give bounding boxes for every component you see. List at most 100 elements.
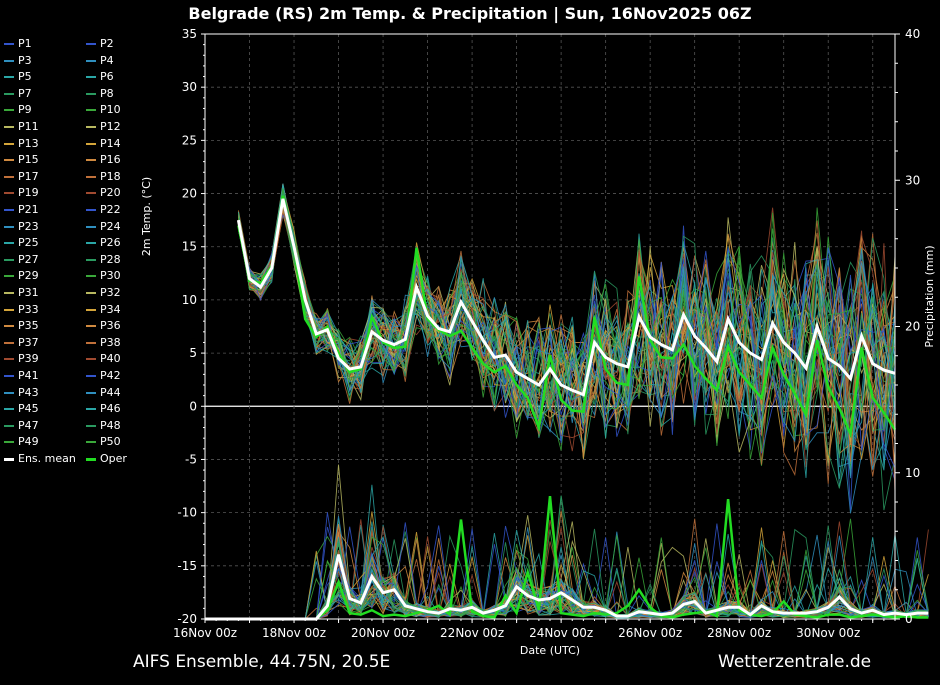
legend-item-p42: P42 <box>86 368 121 384</box>
legend-item-p33: P33 <box>4 302 39 318</box>
legend-item-p41: P41 <box>4 368 39 384</box>
legend-label: P14 <box>100 136 121 150</box>
legend-swatch <box>86 375 96 377</box>
legend-item-p2: P2 <box>86 36 114 52</box>
legend-swatch <box>4 109 14 112</box>
legend-swatch <box>86 192 96 195</box>
legend-swatch <box>4 209 14 211</box>
legend-label: P16 <box>100 153 121 167</box>
legend-label: P21 <box>18 203 39 216</box>
y-axis-label-left: 2m Temp. (°C) <box>140 177 153 256</box>
legend-label: P44 <box>100 385 121 399</box>
legend-item-p14: P14 <box>86 136 121 152</box>
legend-label: P32 <box>100 286 121 299</box>
legend-item-p6: P6 <box>86 69 114 85</box>
legend-label: P46 <box>100 402 121 416</box>
legend-label: P31 <box>18 286 39 299</box>
legend-label: P33 <box>18 302 39 316</box>
legend-swatch <box>86 225 96 228</box>
member-temp-line <box>237 188 896 456</box>
legend-swatch <box>4 325 14 328</box>
x-tick-label: 16Nov 00z <box>173 626 237 640</box>
legend-label: P40 <box>100 352 121 366</box>
legend-item-p5: P5 <box>4 69 32 85</box>
legend-item-p25: P25 <box>4 235 39 251</box>
legend-item-p15: P15 <box>4 152 39 168</box>
legend-swatch <box>86 457 96 461</box>
legend-swatch <box>4 126 14 128</box>
member-temp-line <box>237 191 896 489</box>
legend-label: P28 <box>100 252 121 266</box>
legend-label: P9 <box>18 103 32 117</box>
y-tick-label-left: -15 <box>177 559 197 573</box>
legend-swatch <box>4 292 14 294</box>
legend-item-p7: P7 <box>4 86 32 102</box>
legend-item-p49: P49 <box>4 434 39 450</box>
legend-item-p34: P34 <box>86 302 121 318</box>
legend-item-p1: P1 <box>4 36 32 52</box>
legend-swatch <box>86 109 96 112</box>
y-tick-label-right: 20 <box>905 320 920 334</box>
legend-swatch <box>86 424 96 427</box>
legend-label: P30 <box>100 269 121 283</box>
member-temp-line <box>237 184 896 478</box>
legend-item-p8: P8 <box>86 86 114 102</box>
legend-item-p47: P47 <box>4 418 39 434</box>
ensemble-members <box>205 183 929 620</box>
legend-swatch <box>86 92 96 95</box>
y-tick-label-left: 5 <box>189 346 197 360</box>
legend-item-oper: Oper <box>86 451 127 467</box>
y-axis-label-right: Precipitation (mm) <box>923 245 936 347</box>
legend-swatch <box>4 341 14 344</box>
legend-item-p13: P13 <box>4 136 39 152</box>
legend-swatch <box>4 391 14 394</box>
x-tick-label: 24Nov 00z <box>529 626 593 640</box>
legend-swatch <box>4 192 14 195</box>
legend-label: P12 <box>100 120 121 133</box>
legend-label: P20 <box>100 186 121 200</box>
legend-label: P42 <box>100 369 121 382</box>
legend-label: P47 <box>18 418 39 432</box>
x-tick-label: 26Nov 00z <box>618 626 682 640</box>
legend-label: P6 <box>100 70 114 84</box>
legend-swatch <box>86 275 96 278</box>
legend-swatch <box>4 142 14 145</box>
legend-item-p45: P45 <box>4 401 39 417</box>
legend-label: P19 <box>18 186 39 200</box>
legend-label: P3 <box>18 53 32 67</box>
legend-swatch <box>86 325 96 328</box>
legend-item-p10: P10 <box>86 102 121 118</box>
legend-swatch <box>86 441 96 444</box>
source-caption: Wetterzentrale.de <box>718 652 872 672</box>
legend-item-ens-mean: Ens. mean <box>4 451 76 467</box>
legend-item-p38: P38 <box>86 335 121 351</box>
legend-swatch <box>4 59 14 62</box>
legend-label: P39 <box>18 352 39 366</box>
legend-swatch <box>86 43 96 45</box>
y-tick-label-right: 0 <box>905 612 913 626</box>
legend-swatch <box>86 242 96 245</box>
legend-item-p29: P29 <box>4 268 39 284</box>
legend-label: P41 <box>18 369 39 382</box>
legend-item-p27: P27 <box>4 252 39 268</box>
legend-swatch <box>86 391 96 394</box>
legend-label: P24 <box>100 219 121 233</box>
legend-swatch <box>86 258 96 261</box>
legend-swatch <box>4 424 14 427</box>
legend-label: P5 <box>18 70 32 84</box>
legend-item-p11: P11 <box>4 119 39 135</box>
y-tick-label-left: 30 <box>182 80 197 94</box>
legend-label: P26 <box>100 236 121 250</box>
legend-item-p31: P31 <box>4 285 39 301</box>
legend-label: P27 <box>18 252 39 266</box>
legend-swatch <box>4 258 14 261</box>
legend-swatch <box>4 408 14 411</box>
legend-item-p20: P20 <box>86 185 121 201</box>
y-tick-label-left: 10 <box>182 293 197 307</box>
legend-label: P15 <box>18 153 39 167</box>
member-temp-line <box>237 197 896 446</box>
y-tick-label-left: 15 <box>182 240 197 254</box>
legend-label: P29 <box>18 269 39 283</box>
legend-item-p12: P12 <box>86 119 121 135</box>
main-series <box>205 195 929 621</box>
